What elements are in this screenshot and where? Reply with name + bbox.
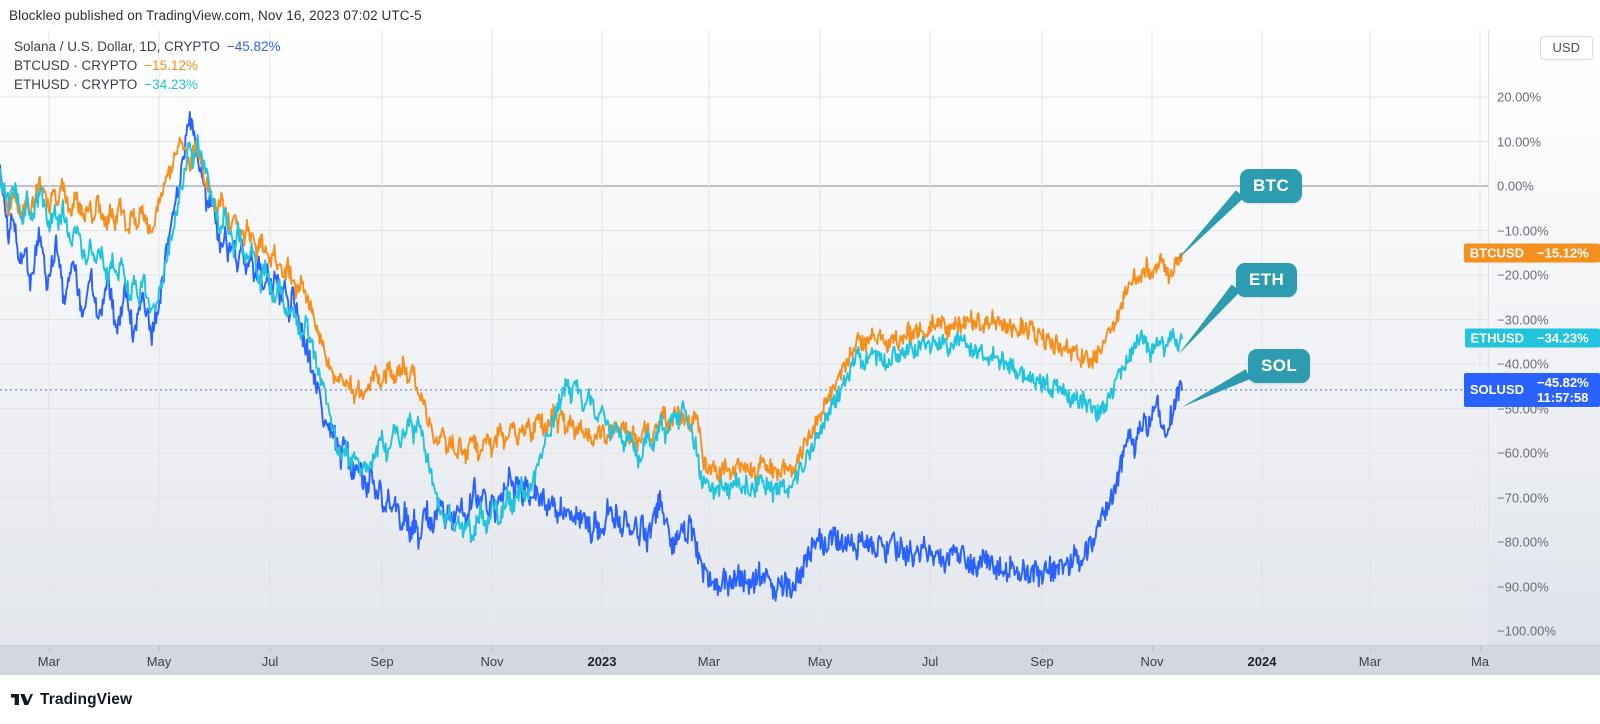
- callout-pointer-btc: [1176, 190, 1244, 261]
- time-axis-tick: Sep: [370, 654, 394, 669]
- time-axis-notch: [49, 646, 50, 651]
- callout-eth-label: ETH: [1249, 270, 1285, 289]
- time-axis-tick: Nov: [1140, 654, 1164, 669]
- callout-sol-label: SOL: [1261, 356, 1298, 375]
- legend-title-btc: BTCUSD · CRYPTO: [14, 58, 138, 73]
- time-axis-notch: [382, 646, 383, 651]
- tradingview-logo-text: TradingView: [40, 690, 133, 708]
- legend-row[interactable]: Solana / U.S. Dollar, 1D, CRYPTO −45.82%: [14, 38, 281, 55]
- time-axis-tick: Nov: [480, 654, 504, 669]
- price-series-svg: [0, 30, 1488, 645]
- plot-area[interactable]: Solana / U.S. Dollar, 1D, CRYPTO −45.82%…: [0, 30, 1488, 645]
- price-axis-tick: −10.00%: [1497, 223, 1549, 238]
- time-axis-notch: [1480, 646, 1481, 651]
- price-axis-tick: 10.00%: [1497, 134, 1542, 149]
- legend-title-sol: Solana / U.S. Dollar, 1D, CRYPTO: [14, 39, 220, 54]
- price-tag-value: −15.12%: [1530, 243, 1600, 263]
- legend-value-btc: −15.12%: [144, 58, 198, 73]
- price-axis-tick: −60.00%: [1497, 445, 1549, 461]
- time-axis-notch: [602, 646, 603, 651]
- time-axis-notch: [270, 646, 271, 651]
- attribution-text: Blockleo published on TradingView.com, N…: [9, 7, 422, 23]
- time-axis-tick: May: [807, 654, 833, 669]
- price-tag-ethusd[interactable]: ETHUSD −34.23%: [1464, 328, 1600, 348]
- time-axis-tick: Sep: [1030, 654, 1054, 669]
- callout-eth[interactable]: ETH: [1236, 263, 1298, 297]
- legend-value-eth: −34.23%: [144, 77, 198, 92]
- time-axis-notch: [1042, 646, 1043, 651]
- time-axis-notch: [1152, 646, 1153, 651]
- series-line-solusd: [0, 110, 1183, 602]
- time-axis-notch: [1262, 646, 1263, 651]
- chart-frame: Solana / U.S. Dollar, 1D, CRYPTO −45.82%…: [0, 30, 1600, 675]
- price-tag-symbol: ETHUSD: [1464, 328, 1530, 348]
- price-axis-tick: −100.00%: [1497, 623, 1556, 639]
- time-axis-notch: [709, 646, 710, 651]
- callout-pointer-sol: [1182, 369, 1251, 407]
- time-axis-tick: Ma: [1470, 654, 1490, 669]
- legend-row[interactable]: ETHUSD · CRYPTO −34.23%: [14, 76, 281, 93]
- time-axis-tick: Jul: [921, 654, 939, 669]
- price-axis-tick: −30.00%: [1497, 312, 1549, 327]
- price-axis-tick: 20.00%: [1497, 89, 1542, 105]
- callout-btc-label: BTC: [1253, 176, 1290, 195]
- price-tag-value: −34.23%: [1530, 328, 1600, 348]
- time-axis-tick: 2024: [1247, 654, 1277, 669]
- price-tag-btcusd[interactable]: BTCUSD −15.12%: [1463, 243, 1600, 263]
- legend-title-eth: ETHUSD · CRYPTO: [14, 77, 138, 92]
- currency-selector[interactable]: USD: [1539, 36, 1593, 60]
- time-axis-notch: [930, 646, 931, 651]
- footer-branding: TradingView: [0, 675, 1600, 724]
- legend-row[interactable]: BTCUSD · CRYPTO −15.12%: [14, 57, 281, 74]
- time-axis-notch: [159, 646, 160, 651]
- legend-value-sol: −45.82%: [226, 39, 281, 54]
- time-axis-tick: Jul: [261, 654, 279, 669]
- price-tag-symbol: SOLUSD: [1463, 372, 1530, 407]
- chart-legend: Solana / U.S. Dollar, 1D, CRYPTO −45.82%…: [14, 38, 281, 93]
- time-axis-notch: [492, 646, 493, 651]
- price-tag-time: 11:57:58: [1537, 389, 1589, 405]
- callout-btc[interactable]: BTC: [1240, 169, 1303, 203]
- time-axis[interactable]: Mar May Jul Sep Nov 2023 Mar May Jul Sep Nov 2024 Ma…: [0, 645, 1600, 675]
- tradingview-logo-icon: [11, 694, 33, 705]
- time-axis-tick: Mar: [697, 654, 721, 669]
- price-tag-value: −45.82% 11:57:58: [1530, 372, 1600, 407]
- time-axis-tick: Mar: [37, 654, 61, 669]
- price-axis-tick: −90.00%: [1497, 579, 1549, 594]
- price-axis-tick: −70.00%: [1497, 490, 1549, 505]
- price-tag-symbol: BTCUSD: [1463, 243, 1530, 263]
- time-axis-notch: [820, 646, 821, 651]
- time-axis-notch: [1370, 646, 1371, 651]
- price-axis-tick: −40.00%: [1497, 356, 1549, 372]
- price-tag-solusd[interactable]: SOLUSD −45.82% 11:57:58: [1463, 372, 1600, 407]
- price-axis-tick: −20.00%: [1497, 267, 1549, 283]
- time-axis-tick: Mar: [1358, 654, 1382, 669]
- time-axis-tick: 2023: [587, 654, 617, 669]
- callout-sol[interactable]: SOL: [1248, 349, 1311, 383]
- price-axis-tick: −80.00%: [1497, 534, 1549, 550]
- series-line-ethusd: [0, 134, 1183, 544]
- attribution-bar: Blockleo published on TradingView.com, N…: [0, 0, 1600, 30]
- time-axis-tick: May: [146, 654, 172, 669]
- price-axis-tick: 0.00%: [1497, 178, 1534, 194]
- callout-pointer-eth: [1178, 284, 1241, 355]
